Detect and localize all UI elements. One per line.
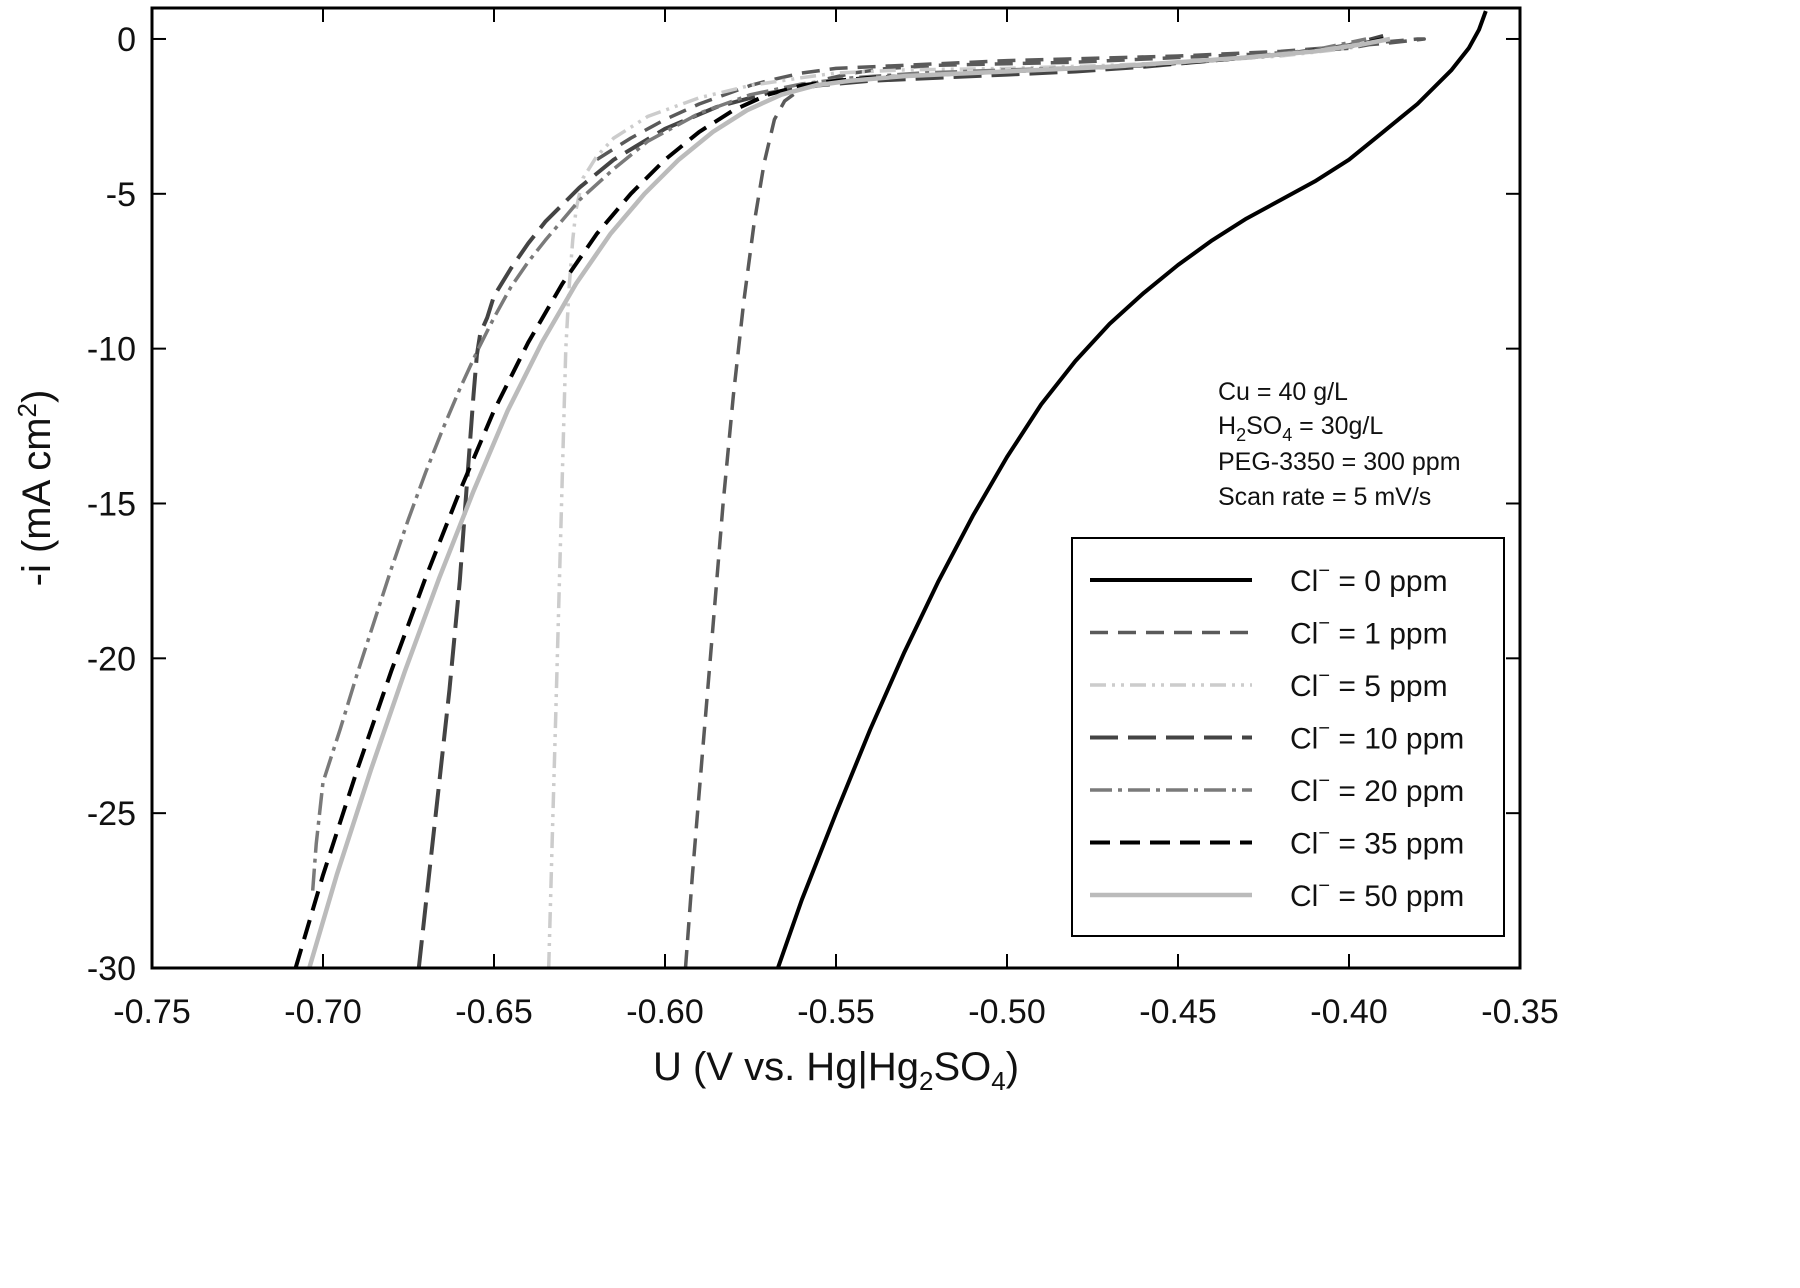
legend-label: Cl− = 1 ppm	[1290, 613, 1448, 651]
annotation-line-acid: H2SO4 = 30g/L	[1218, 412, 1383, 445]
legend-entry: Cl− = 10 ppm	[1090, 718, 1464, 756]
legend: Cl− = 0 ppm Cl− = 1 ppm Cl− = 5 ppm Cl− = 1…	[1071, 537, 1505, 937]
x-tick-label: -0.65	[455, 993, 533, 1031]
legend-label: Cl− = 20 ppm	[1290, 770, 1464, 808]
x-tick-label: -0.60	[626, 993, 704, 1031]
y-tick-label: -25	[87, 795, 136, 833]
legend-entry: Cl− = 35 ppm	[1090, 823, 1464, 861]
series-layer	[293, 10, 1488, 968]
legend-entry: Cl− = 0 ppm	[1090, 560, 1448, 598]
x-tick-label: -0.70	[284, 993, 362, 1031]
legend-label: Cl− = 35 ppm	[1290, 823, 1464, 861]
series-line-3	[416, 33, 1384, 968]
legend-label: Cl− = 50 ppm	[1290, 875, 1464, 913]
x-tick-label: -0.40	[1310, 993, 1388, 1031]
legend-label: Cl− = 5 ppm	[1290, 665, 1448, 703]
x-tick-label: -0.50	[968, 993, 1046, 1031]
x-tick-label: -0.35	[1481, 993, 1559, 1031]
x-tick-label: -0.45	[1139, 993, 1217, 1031]
annotation-line-scan-rate: Scan rate = 5 mV/s	[1218, 483, 1431, 511]
legend-entry: Cl− = 20 ppm	[1090, 770, 1464, 808]
y-tick-label: -15	[87, 485, 136, 523]
annotation-line-copper: Cu = 40 g/L	[1218, 378, 1348, 406]
conditions-annotation: Cu = 40 g/L H2SO4 = 30g/L PEG-3350 = 300…	[1218, 378, 1461, 511]
y-tick-label: 0	[117, 21, 136, 59]
y-axis-title: -i (mA cm2)	[12, 390, 59, 587]
annotation-line-peg: PEG-3350 = 300 ppm	[1218, 448, 1461, 476]
legend-label: Cl− = 0 ppm	[1290, 560, 1448, 598]
y-tick-label: -10	[87, 331, 136, 369]
x-tick-label: -0.55	[797, 993, 875, 1031]
series-line-1	[595, 37, 1426, 968]
legend-entry: Cl− = 5 ppm	[1090, 665, 1448, 703]
axis-ticks: -0.75 -0.70 -0.65 -0.60 -0.55 -0.50 -0.45 -0.40…	[87, 8, 1559, 1031]
series-line-6	[307, 36, 1391, 968]
legend-entry: Cl− = 50 ppm	[1090, 875, 1464, 913]
y-tick-label: -20	[87, 640, 136, 678]
legend-entry: Cl− = 1 ppm	[1090, 613, 1448, 651]
x-axis-title: U (V vs. Hg|Hg2SO4)	[653, 1045, 1019, 1096]
x-tick-label: -0.75	[113, 993, 191, 1031]
y-tick-label: -30	[87, 950, 136, 988]
series-line-0	[776, 10, 1488, 968]
y-tick-label: -5	[106, 176, 136, 214]
legend-label: Cl− = 10 ppm	[1290, 718, 1464, 756]
